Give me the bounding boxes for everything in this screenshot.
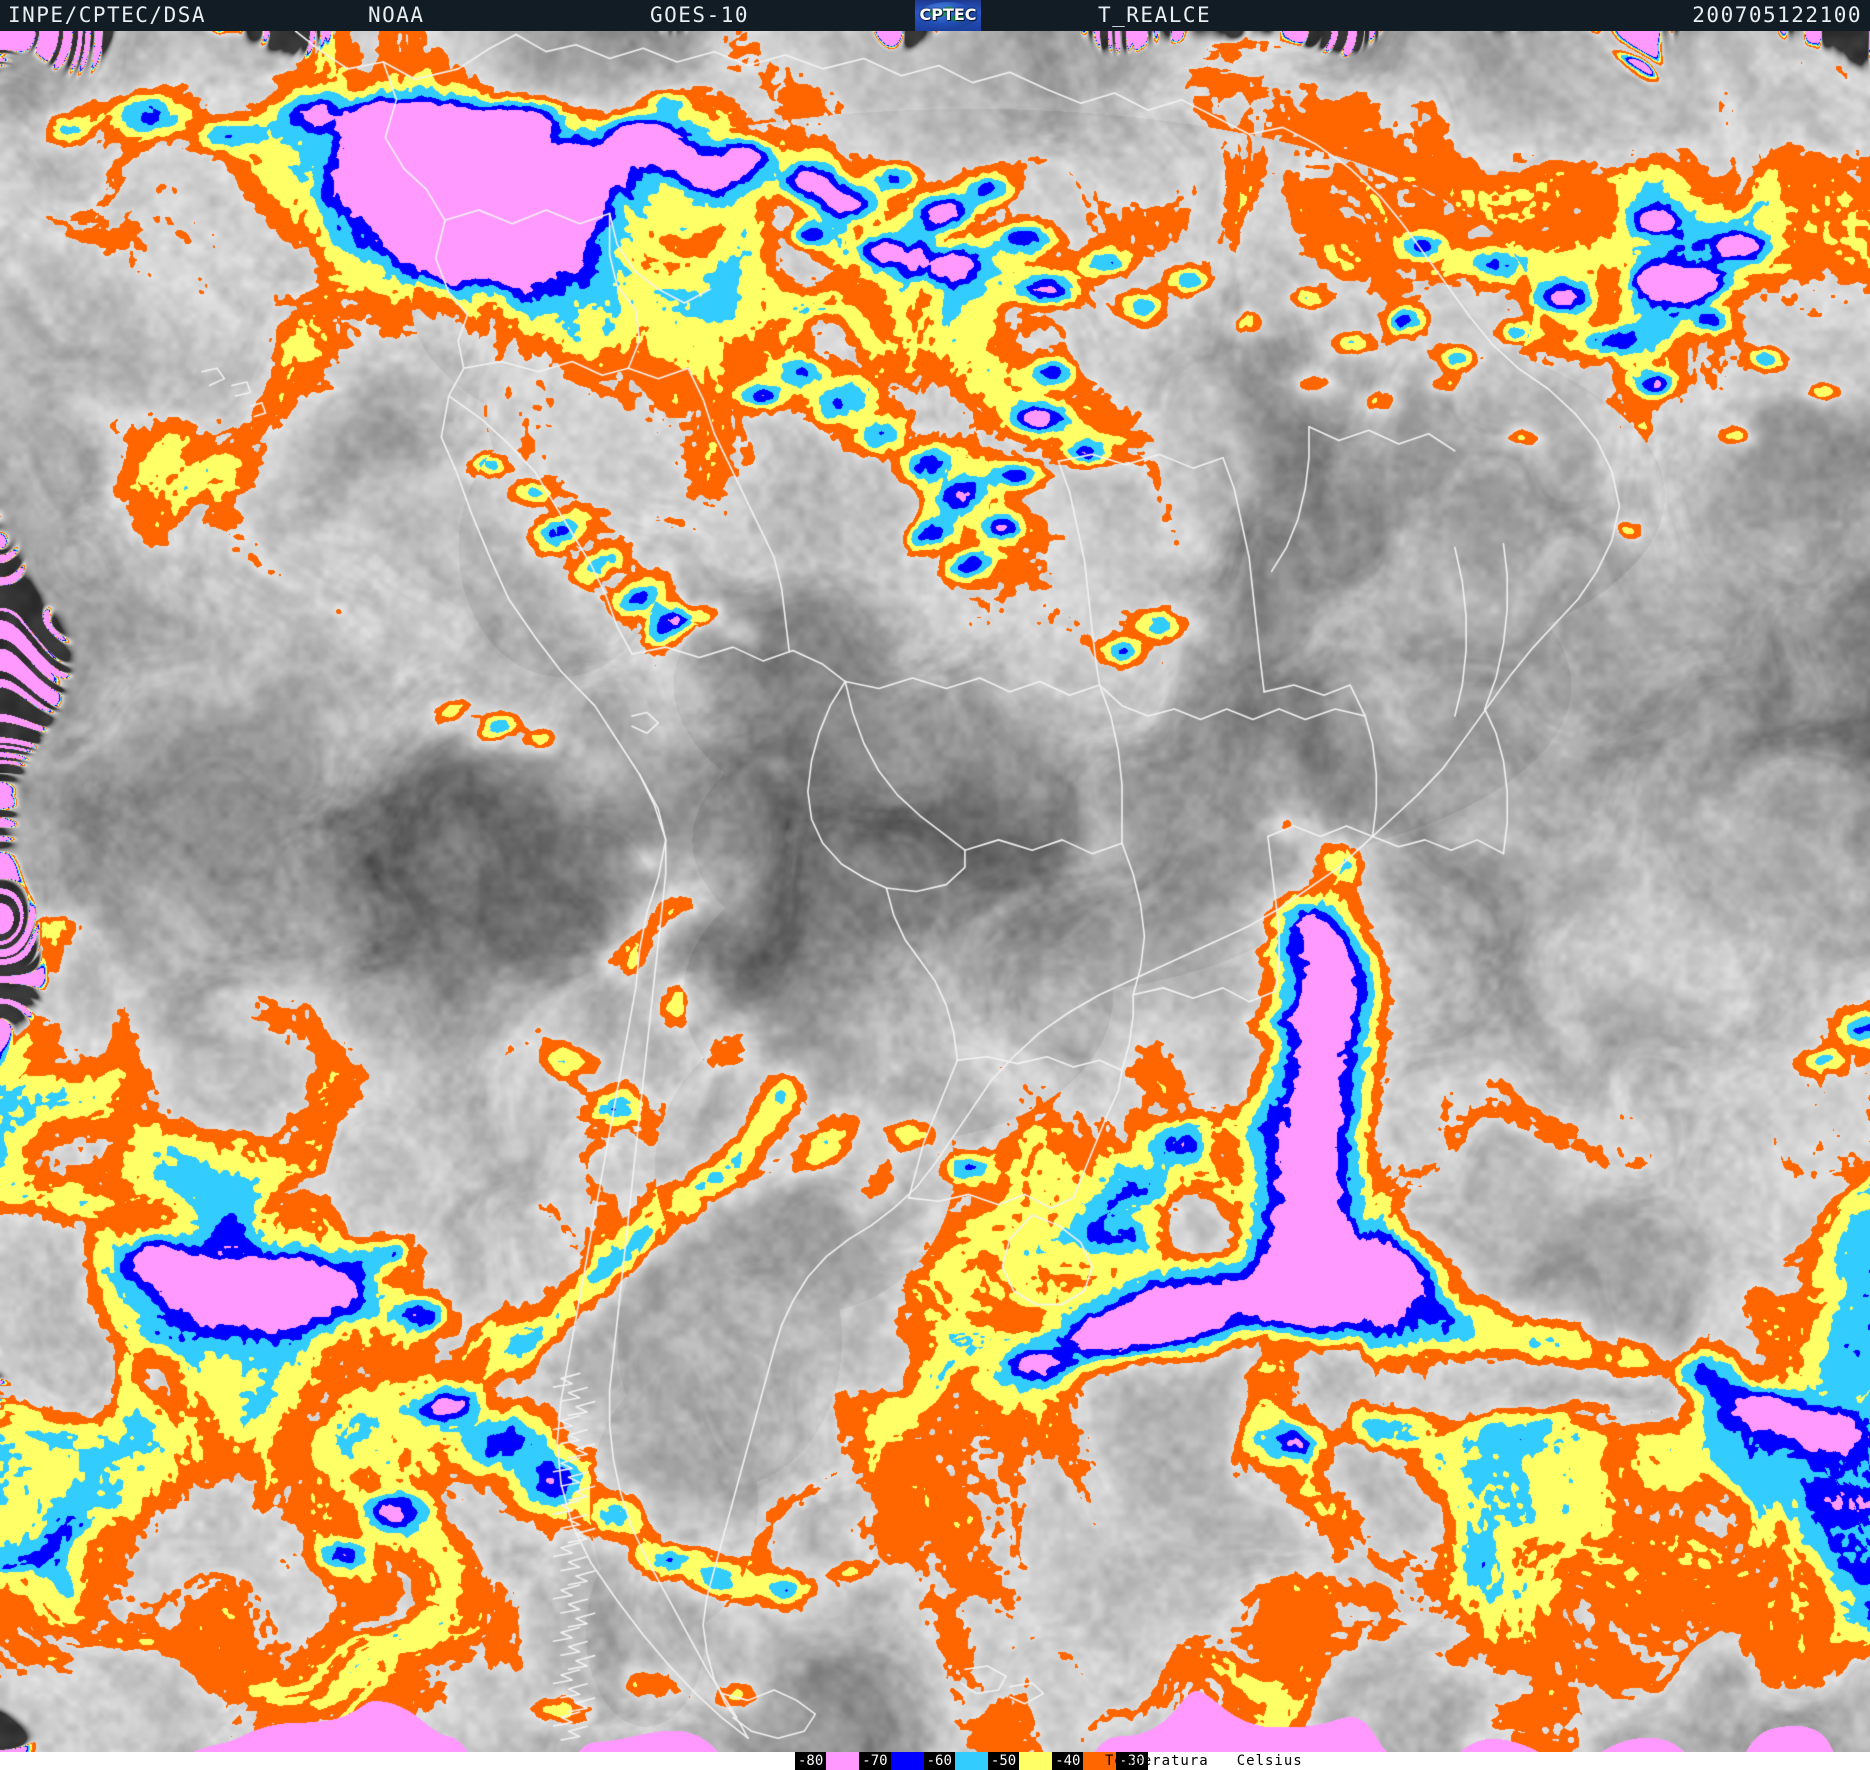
legend-tick: -60 [923,1752,955,1770]
legend-units: Celsius [1236,1753,1303,1769]
legend-swatch-blue [890,1752,924,1770]
cptec-logo-icon: CPTEC [915,0,981,31]
legend-tick: -40 [1052,1752,1084,1770]
legend-swatch-yellow [1019,1752,1053,1770]
legend-tick: -70 [859,1752,891,1770]
header-agency: NOAA [368,3,425,27]
temperature-colorbar: -80 -70 -60 -50 -40 -30 [795,1752,1148,1770]
legend-swatch-orange [1083,1752,1117,1770]
header-product: T_REALCE [1098,3,1212,27]
header-institute: INPE/CPTEC/DSA [8,3,207,27]
legend-swatch-violet [826,1752,860,1770]
header-bar: INPE/CPTEC/DSA NOAA GOES-10 CPTEC T_REAL… [0,0,1870,31]
legend-title: Temperatura [1105,1753,1209,1769]
legend-caption: Temperatura Celsius [1105,1752,1303,1770]
satellite-imagery-panel [0,31,1870,1752]
legend-tick: -50 [987,1752,1020,1770]
header-satellite: GOES-10 [650,3,750,27]
legend-tick: -80 [795,1752,827,1770]
cptec-logo-label: CPTEC [919,5,977,24]
satellite-image-canvas [0,31,1870,1752]
globe-continents-icon [923,5,973,26]
header-timestamp: 200705122100 [1692,3,1862,27]
legend-swatch-cyan [954,1752,988,1770]
legend-tick: -30 [1116,1752,1148,1770]
